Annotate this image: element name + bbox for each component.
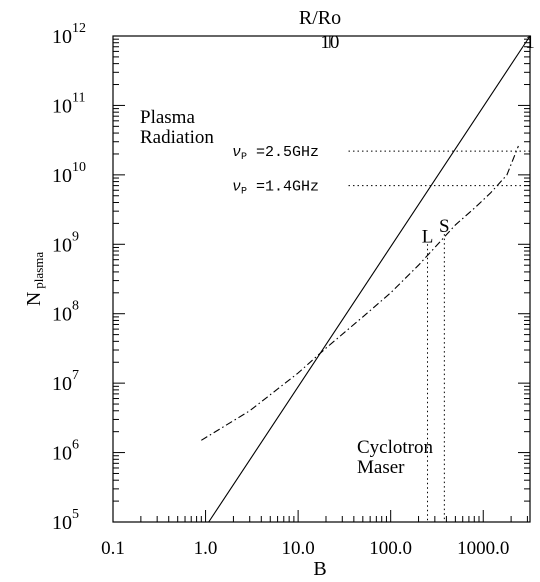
freq-reference-label: νP =2.5GHz [232, 144, 319, 163]
top-tick-label: 1 [525, 32, 535, 53]
y-tick-label: 105 [52, 507, 79, 534]
svg-text:Nplasma: Nplasma [23, 252, 46, 307]
chart-annotation: Maser [357, 457, 405, 478]
chart-annotation: Cyclotron [357, 437, 433, 458]
top-tick-label: 10 [320, 32, 339, 53]
x-tick-label: 0.1 [101, 538, 125, 559]
y-axis-ticks: 105 106 107 108 109 1010 1011 1012 [52, 21, 530, 534]
y-tick-label: 107 [52, 368, 79, 395]
x-tick-label: 100.0 [369, 538, 412, 559]
plot-frame [112, 35, 531, 523]
field-reference-label: S [439, 216, 450, 237]
chart-annotation: Plasma [140, 107, 195, 128]
reference-lines: νP =2.5GHz νP =1.4GHz L S [232, 144, 530, 522]
x-axis-ticks: 0.1 1.0 10.0 100.0 1000.0 [101, 510, 528, 559]
series-group [201, 35, 531, 523]
top-axis-ticks: 10 1 [320, 32, 534, 53]
freq-reference-label: νP =1.4GHz [232, 179, 319, 198]
y-tick-label: 106 [52, 438, 79, 465]
x-tick-label: 10.0 [281, 538, 314, 559]
y-axis-label-main: N [23, 292, 45, 306]
y-tick-label: 109 [52, 229, 79, 256]
y-axis-label-sub: plasma [31, 252, 46, 289]
y-tick-label: 1012 [52, 21, 86, 48]
x-axis-label: B [313, 558, 326, 580]
y-tick-label: 1010 [52, 160, 86, 187]
x-tick-label: 1000.0 [457, 538, 509, 559]
top-axis-label: R/Ro [299, 7, 341, 29]
field-reference-label: L [422, 226, 434, 247]
series-dashdot-line [201, 145, 519, 441]
chart-annotation: Radiation [140, 127, 214, 148]
y-axis-label: Nplasma [23, 252, 46, 307]
series-solid-line [208, 35, 531, 523]
y-tick-label: 108 [52, 299, 79, 326]
x-tick-label: 1.0 [194, 538, 218, 559]
y-tick-label: 1011 [52, 90, 85, 117]
